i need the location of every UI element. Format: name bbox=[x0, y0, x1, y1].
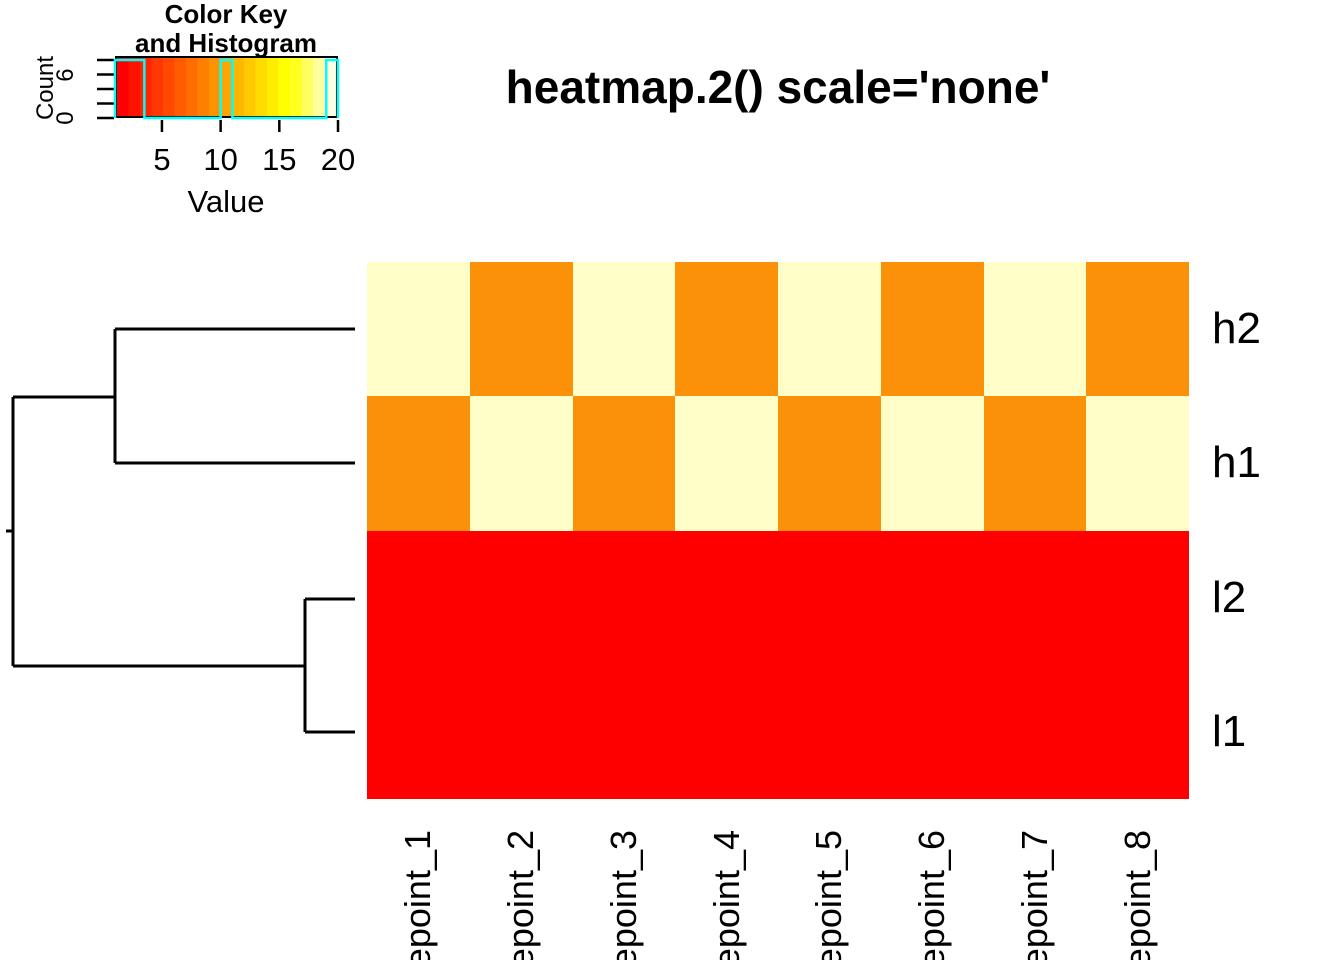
heatmap-cell-h1-timepoint_5 bbox=[778, 396, 881, 531]
heatmap-cell-h2-timepoint_8 bbox=[1086, 262, 1189, 397]
color-key-title-line1: Color Key bbox=[164, 0, 288, 29]
heatmap-cell-h1-timepoint_2 bbox=[469, 396, 573, 531]
heatmap-cell-h1-timepoint_4 bbox=[675, 396, 778, 531]
heatmap-column-label-timepoint_6: timepoint_6 bbox=[911, 830, 953, 960]
heatmap-cell-l2-timepoint_4 bbox=[675, 530, 778, 665]
heatmap-cell-l2-timepoint_1 bbox=[367, 530, 470, 665]
heatmap-cell-l2-timepoint_6 bbox=[880, 530, 984, 665]
heatmap-cell-h2-timepoint_2 bbox=[469, 262, 573, 397]
heatmap-cell-h2-timepoint_7 bbox=[983, 262, 1087, 397]
heatmap-grid bbox=[367, 262, 1189, 799]
color-key-x-tick-label: 5 bbox=[153, 142, 171, 177]
color-key-x-tick-label: 10 bbox=[203, 142, 238, 177]
heatmap-cell-l1-timepoint_4 bbox=[675, 664, 778, 799]
heatmap-cell-l1-timepoint_1 bbox=[367, 664, 470, 799]
heatmap-column-label-timepoint_4: timepoint_4 bbox=[705, 830, 747, 960]
heatmap-column-label-timepoint_2: timepoint_2 bbox=[500, 830, 542, 960]
heatmap-row-label-l1: l1 bbox=[1212, 706, 1247, 756]
heatmap-cell-h1-timepoint_1 bbox=[367, 396, 470, 531]
heatmap-cell-l2-timepoint_8 bbox=[1086, 530, 1189, 665]
heatmap-cell-h2-timepoint_4 bbox=[675, 262, 778, 397]
heatmap-row-label-h1: h1 bbox=[1212, 438, 1261, 488]
heatmap-cell-h2-timepoint_6 bbox=[880, 262, 984, 397]
color-key-x-axis-label: Value bbox=[187, 184, 265, 219]
color-key-gradient-bar bbox=[115, 56, 338, 118]
heatmap-cell-l1-timepoint_2 bbox=[469, 664, 573, 799]
heatmap-cell-h1-timepoint_3 bbox=[572, 396, 676, 531]
heatmap-column-label-timepoint_8: timepoint_8 bbox=[1116, 830, 1158, 960]
heatmap-column-label-timepoint_7: timepoint_7 bbox=[1013, 830, 1055, 960]
heatmap-cell-l2-timepoint_5 bbox=[778, 530, 881, 665]
heatmap-cell-h1-timepoint_8 bbox=[1086, 396, 1189, 531]
heatmap-column-label-timepoint_5: timepoint_5 bbox=[808, 830, 850, 960]
heatmap-cell-l2-timepoint_2 bbox=[469, 530, 573, 665]
heatmap-cell-l2-timepoint_3 bbox=[572, 530, 676, 665]
plot-title: heatmap.2() scale='none' bbox=[505, 61, 1051, 113]
heatmap-cell-l2-timepoint_7 bbox=[983, 530, 1087, 665]
heatmap-cell-l1-timepoint_7 bbox=[983, 664, 1087, 799]
heatmap-cell-h2-timepoint_3 bbox=[572, 262, 676, 397]
heatmap-cell-l1-timepoint_5 bbox=[778, 664, 881, 799]
color-key-title-line2: and Histogram bbox=[134, 28, 318, 58]
heatmap-cell-l1-timepoint_8 bbox=[1086, 664, 1189, 799]
color-key-title: Color Key and Histogram bbox=[66, 0, 386, 58]
heatmap-cell-h1-timepoint_6 bbox=[880, 396, 984, 531]
color-key-x-tick-label: 15 bbox=[262, 142, 297, 177]
heatmap-cell-h2-timepoint_1 bbox=[367, 262, 470, 397]
heatmap-row-label-l2: l2 bbox=[1212, 572, 1247, 622]
heatmap-cell-h2-timepoint_5 bbox=[778, 262, 881, 397]
heatmap-row-label-h2: h2 bbox=[1212, 304, 1261, 354]
heatmap-cell-l1-timepoint_3 bbox=[572, 664, 676, 799]
color-key-x-tick-label: 20 bbox=[320, 142, 356, 177]
heatmap-cell-l1-timepoint_6 bbox=[880, 664, 984, 799]
heatmap-cell-h1-timepoint_7 bbox=[983, 396, 1087, 531]
heatmap-column-label-timepoint_3: timepoint_3 bbox=[602, 830, 644, 960]
heatmap-column-label-timepoint_1: timepoint_1 bbox=[397, 830, 439, 960]
